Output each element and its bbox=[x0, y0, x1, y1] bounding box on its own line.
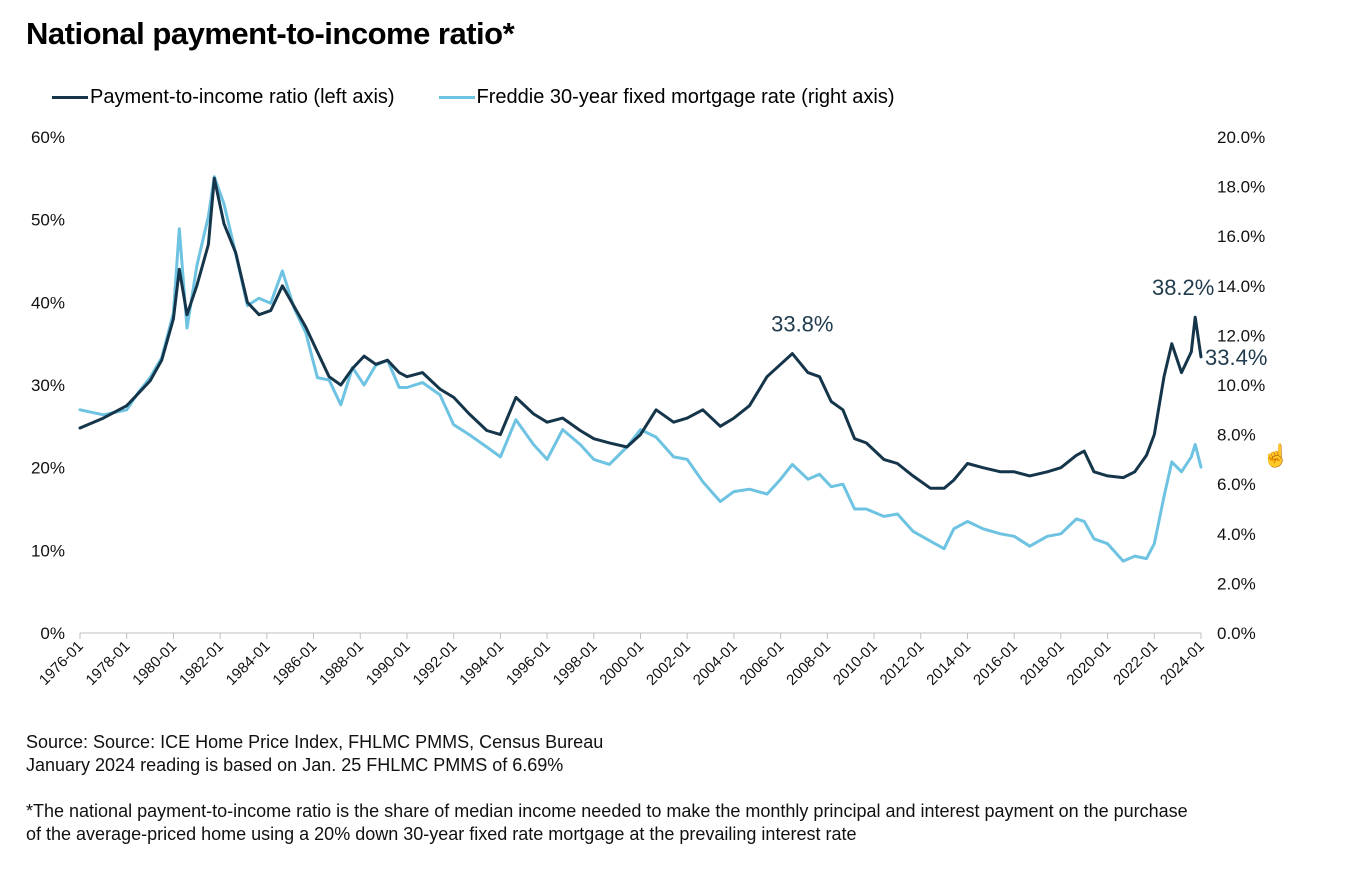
x-axis-tick-label: 1992-01 bbox=[410, 638, 461, 689]
x-axis-tick-label: 2022-01 bbox=[1110, 638, 1161, 689]
x-axis-tick-label: 2000-01 bbox=[596, 638, 647, 689]
x-axis-tick-label: 2002-01 bbox=[643, 638, 694, 689]
right-axis-tick-label: 2.0% bbox=[1217, 574, 1256, 593]
x-axis-tick-label: 1978-01 bbox=[83, 638, 134, 689]
right-axis-tick-label: 12.0% bbox=[1217, 326, 1265, 345]
footnote-line-2: of the average-priced home using a 20% d… bbox=[26, 824, 857, 844]
left-axis-tick-label: 30% bbox=[31, 376, 65, 395]
right-axis-tick-label: 14.0% bbox=[1217, 277, 1265, 296]
line-chart: 0% 10% 20% 30% 40% 50% 60% 0.0% 2.0% 4.0% 6.0% 8.0%… bbox=[31, 128, 1267, 689]
data-label-annotation: 38.2% bbox=[1152, 275, 1214, 300]
x-axis-tick-label: 1982-01 bbox=[176, 638, 227, 689]
legend-item-payment-ratio: Payment-to-income ratio (left axis) bbox=[52, 86, 395, 109]
legend-swatch-payment-ratio bbox=[52, 96, 88, 99]
payment-ratio-line bbox=[78, 176, 1203, 490]
x-axis-tick-label: 2020-01 bbox=[1063, 638, 1114, 689]
x-axis-tick-label: 1988-01 bbox=[316, 638, 367, 689]
x-axis-tick-label: 1998-01 bbox=[550, 638, 601, 689]
x-axis-tick-label: 2014-01 bbox=[923, 638, 974, 689]
x-axis-tick-label: 2024-01 bbox=[1157, 638, 1208, 689]
right-axis-tick-label: 0.0% bbox=[1217, 624, 1256, 643]
x-axis-tick-label: 1994-01 bbox=[456, 638, 507, 689]
x-axis-tick-label: 1996-01 bbox=[503, 638, 554, 689]
data-label-annotation: 33.8% bbox=[771, 312, 833, 337]
right-axis-tick-label: 20.0% bbox=[1217, 128, 1265, 147]
left-axis-tick-label: 20% bbox=[31, 459, 65, 478]
x-axis-tick-label: 2006-01 bbox=[736, 638, 787, 689]
x-axis-tick-label: 2016-01 bbox=[970, 638, 1021, 689]
x-axis-tick-label: 2008-01 bbox=[783, 638, 834, 689]
data-label-annotation: 33.4% bbox=[1205, 345, 1267, 370]
x-axis-tick-label: 2012-01 bbox=[877, 638, 928, 689]
chart-legend: Payment-to-income ratio (left axis) Fred… bbox=[52, 86, 939, 109]
right-axis-tick-label: 6.0% bbox=[1217, 475, 1256, 494]
left-axis-tick-label: 10% bbox=[31, 541, 65, 560]
left-axis-tick-label: 50% bbox=[31, 211, 65, 230]
left-axis-tick-label: 60% bbox=[31, 128, 65, 147]
x-axis-tick-label: 2010-01 bbox=[830, 638, 881, 689]
legend-label-mortgage-rate: Freddie 30-year fixed mortgage rate (rig… bbox=[476, 86, 895, 108]
x-axis-tick-label: 2018-01 bbox=[1017, 638, 1068, 689]
left-axis-tick-label: 40% bbox=[31, 293, 65, 312]
x-axis-tick-label: 1976-01 bbox=[36, 638, 87, 689]
x-axis-tick-label: 1984-01 bbox=[223, 638, 274, 689]
page-title: National payment-to-income ratio* bbox=[26, 16, 515, 51]
legend-item-mortgage-rate: Freddie 30-year fixed mortgage rate (rig… bbox=[438, 86, 895, 109]
x-axis-tick-label: 1990-01 bbox=[363, 638, 414, 689]
right-axis-tick-label: 8.0% bbox=[1217, 426, 1256, 445]
source-note: Source: Source: ICE Home Price Index, FH… bbox=[26, 732, 604, 752]
reading-note: January 2024 reading is based on Jan. 25… bbox=[26, 755, 564, 775]
right-axis-tick-label: 16.0% bbox=[1217, 227, 1265, 246]
x-axis-tick-label: 2004-01 bbox=[690, 638, 741, 689]
legend-label-payment-ratio: Payment-to-income ratio (left axis) bbox=[90, 86, 395, 108]
left-axis-tick-label: 0% bbox=[40, 624, 65, 643]
footnote-line-1: *The national payment-to-income ratio is… bbox=[26, 801, 1188, 821]
hand-pointer-icon: ☝ bbox=[1262, 443, 1290, 468]
mortgage-rate-line bbox=[78, 175, 1203, 563]
right-axis-tick-label: 4.0% bbox=[1217, 525, 1256, 544]
right-axis-tick-label: 10.0% bbox=[1217, 376, 1265, 395]
right-axis-tick-label: 18.0% bbox=[1217, 178, 1265, 197]
x-axis-tick-label: 1986-01 bbox=[269, 638, 320, 689]
x-axis-tick-label: 1980-01 bbox=[129, 638, 180, 689]
legend-swatch-mortgage-rate bbox=[438, 96, 475, 99]
